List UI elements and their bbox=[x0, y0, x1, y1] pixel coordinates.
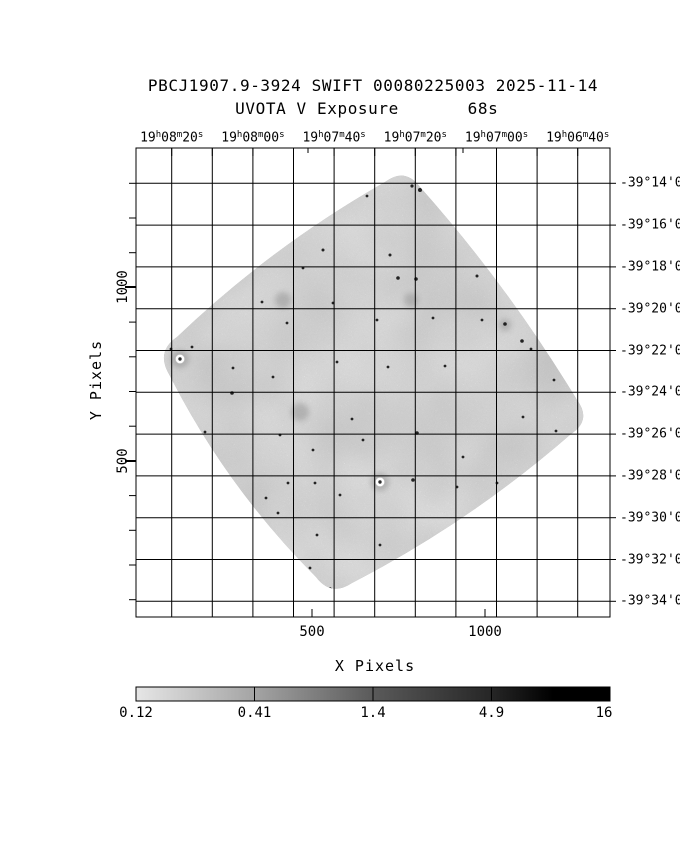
y-tick-label: 500 bbox=[115, 448, 131, 474]
star-point bbox=[263, 234, 267, 238]
star-point bbox=[315, 533, 319, 537]
star-point bbox=[480, 318, 484, 322]
point-sources bbox=[164, 184, 558, 589]
star-point bbox=[361, 438, 365, 442]
star-point bbox=[521, 415, 525, 419]
star-point bbox=[264, 496, 268, 500]
colorbar-value-label: 1.4 bbox=[360, 705, 386, 721]
dec-label: -39°18'0 bbox=[620, 259, 680, 275]
colorbar-value-label: 0.12 bbox=[119, 705, 153, 721]
plot-subtitle: UVOTA V Exposure bbox=[235, 99, 399, 118]
star-point bbox=[418, 188, 422, 192]
star-point bbox=[443, 364, 447, 368]
star-point bbox=[386, 365, 390, 369]
colorbar-value-label: 4.9 bbox=[478, 705, 505, 721]
star-point bbox=[554, 429, 558, 433]
ra-label: 19h08m20s bbox=[140, 130, 204, 146]
star-point bbox=[231, 366, 235, 370]
x-tick-label: 1000 bbox=[468, 624, 502, 640]
star-point bbox=[503, 322, 507, 326]
star-point bbox=[271, 375, 275, 379]
star-point bbox=[431, 316, 435, 320]
star-point bbox=[338, 493, 342, 497]
star-point bbox=[321, 248, 325, 252]
dec-label: -39°28'0 bbox=[620, 468, 680, 484]
saturated-source-core bbox=[178, 357, 182, 361]
star-point bbox=[203, 430, 207, 434]
star-point bbox=[286, 481, 290, 485]
colorbar-dividers bbox=[254, 687, 492, 701]
exposure-field bbox=[163, 175, 584, 589]
diffuse-source bbox=[291, 403, 309, 421]
dec-label: -39°30'0 bbox=[620, 510, 680, 526]
star-point bbox=[164, 338, 168, 342]
diffuse-sources bbox=[275, 292, 511, 421]
star-point bbox=[411, 478, 415, 482]
ra-label: 19h07m20s bbox=[383, 130, 447, 146]
star-point bbox=[552, 378, 556, 382]
star-point bbox=[520, 339, 524, 343]
star-point bbox=[461, 455, 465, 459]
star-point bbox=[475, 274, 479, 278]
coordinate-grid bbox=[136, 148, 610, 617]
diffuse-source bbox=[404, 293, 418, 307]
star-point bbox=[260, 300, 264, 304]
exposure-value: 68s bbox=[467, 99, 499, 118]
star-point bbox=[430, 540, 434, 544]
star-point bbox=[378, 543, 382, 547]
dec-label: -39°26'0 bbox=[620, 426, 680, 442]
star-point bbox=[544, 477, 548, 481]
dec-label: -39°14'0 bbox=[620, 175, 680, 191]
saturated-source-core bbox=[378, 480, 382, 484]
star-point bbox=[410, 184, 414, 188]
star-point bbox=[328, 587, 332, 589]
dec-label: -39°34'0 bbox=[620, 593, 680, 609]
colorbar bbox=[135, 686, 611, 702]
ra-label: 19h08m00s bbox=[221, 130, 285, 146]
ra-label: 19h07m40s bbox=[302, 130, 366, 146]
star-point bbox=[276, 511, 280, 515]
colorbar-value-label: 16 bbox=[595, 705, 613, 721]
dec-label: -39°22'0 bbox=[620, 343, 680, 358]
dec-label: -39°24'0 bbox=[620, 384, 680, 400]
y-tick-label: 1000 bbox=[115, 270, 131, 304]
star-point bbox=[396, 276, 400, 280]
star-point bbox=[414, 277, 418, 281]
ra-label: 19h06m40s bbox=[546, 130, 610, 146]
star-point bbox=[313, 481, 317, 485]
plot-title: PBCJ1907.9-3924 SWIFT 00080225003 2025-1… bbox=[147, 76, 599, 95]
star-point bbox=[529, 347, 533, 351]
saturated-sources bbox=[171, 350, 389, 491]
star-point bbox=[190, 345, 194, 349]
x-axis-title: X Pixels bbox=[334, 657, 416, 675]
x-tick-label: 500 bbox=[299, 624, 325, 640]
axis-ticks bbox=[125, 148, 616, 617]
star-point bbox=[350, 417, 354, 421]
star-point bbox=[308, 566, 312, 570]
y-axis-title: Y Pixels bbox=[87, 339, 105, 421]
star-point bbox=[230, 391, 234, 395]
ra-label: 19h07m00s bbox=[464, 130, 529, 146]
axes-frame bbox=[135, 147, 611, 618]
dec-label: -39°32'0 bbox=[620, 552, 680, 567]
dec-label: -39°16'0 bbox=[620, 217, 680, 233]
diffuse-source bbox=[275, 292, 291, 308]
star-point bbox=[365, 194, 369, 198]
star-point bbox=[285, 321, 289, 325]
dec-label: -39°20'0 bbox=[620, 301, 680, 317]
field-mottle-texture bbox=[163, 175, 584, 589]
star-point bbox=[311, 448, 315, 452]
star-point bbox=[388, 253, 392, 257]
star-point bbox=[375, 318, 379, 322]
star-point bbox=[335, 360, 339, 364]
colorbar-value-label: 0.41 bbox=[237, 705, 272, 721]
